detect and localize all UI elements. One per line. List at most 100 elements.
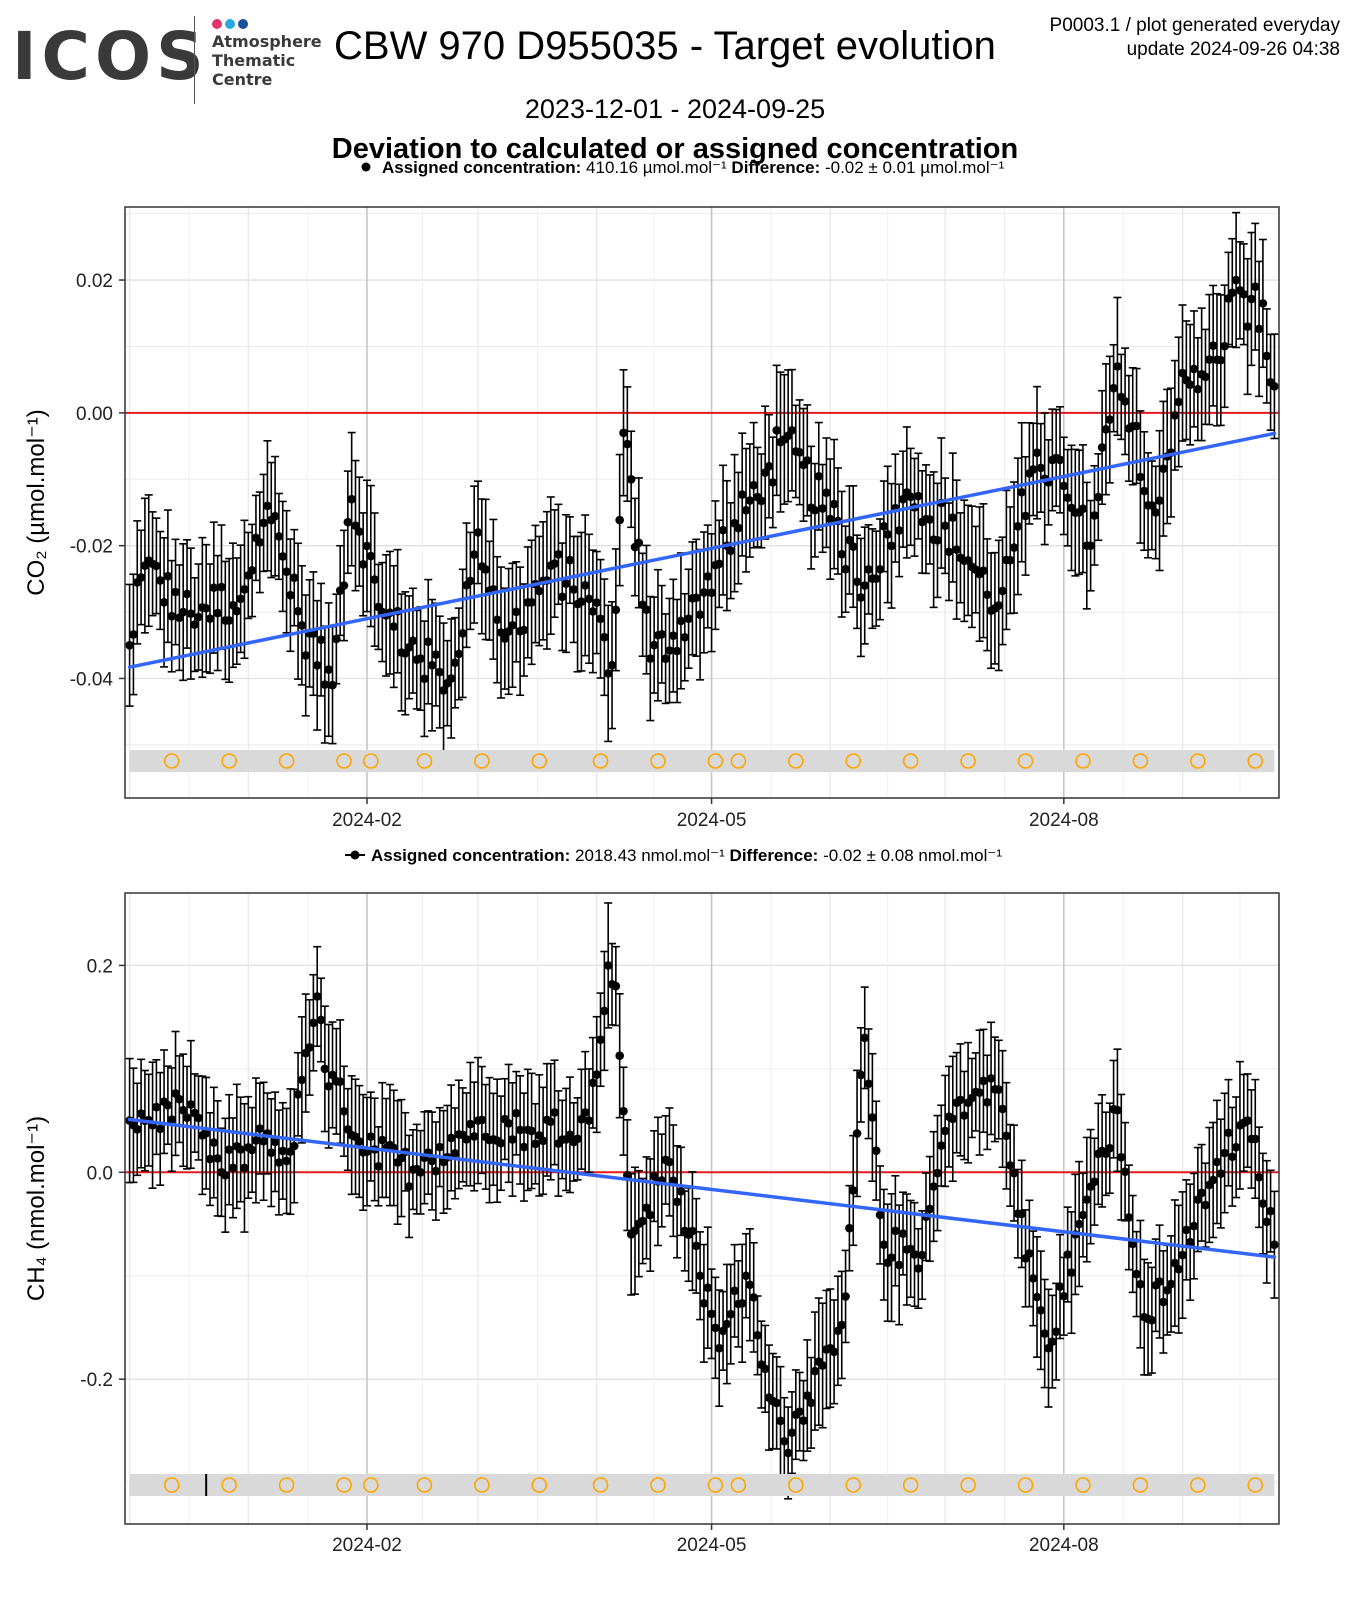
data-point-marker xyxy=(665,646,674,655)
data-point xyxy=(512,1070,521,1156)
data-point-marker xyxy=(714,559,724,569)
data-point xyxy=(270,1091,280,1193)
data-point xyxy=(1262,1159,1272,1284)
data-point xyxy=(416,1129,425,1215)
data-point-marker xyxy=(316,635,326,644)
data-point-marker xyxy=(446,674,456,683)
data-point xyxy=(684,568,693,669)
data-point-marker xyxy=(879,522,889,531)
data-point xyxy=(1174,336,1183,468)
data-point xyxy=(822,437,831,549)
calibration-marker xyxy=(960,753,976,769)
data-point-marker xyxy=(1017,487,1027,497)
data-point-marker xyxy=(266,1148,276,1157)
data-point-marker xyxy=(136,573,146,582)
data-point xyxy=(278,500,288,613)
data-point-marker xyxy=(182,589,192,599)
data-point xyxy=(688,1171,697,1292)
data-point xyxy=(841,1249,850,1344)
data-point xyxy=(550,1059,559,1166)
data-point-marker xyxy=(1136,1279,1145,1289)
data-point xyxy=(753,1295,762,1376)
data-point-marker xyxy=(1090,1177,1099,1186)
calibration-marker xyxy=(592,1477,609,1493)
data-point xyxy=(718,1290,728,1371)
data-point-marker xyxy=(1262,351,1272,361)
data-point-marker xyxy=(730,1286,739,1296)
data-point xyxy=(940,1074,950,1188)
data-point xyxy=(1243,257,1252,396)
data-point xyxy=(795,1371,804,1452)
data-point-marker xyxy=(435,667,445,677)
data-point xyxy=(527,539,536,666)
data-point xyxy=(335,544,345,637)
data-point-marker xyxy=(799,1416,808,1425)
data-point xyxy=(362,479,372,613)
data-point-marker xyxy=(864,1079,873,1089)
data-point-marker xyxy=(1162,1285,1172,1295)
data-point xyxy=(780,373,789,505)
calibration-marker xyxy=(278,1477,295,1493)
data-point xyxy=(450,616,460,709)
data-point xyxy=(1009,481,1019,614)
y-tick-label: -0.04 xyxy=(70,669,114,690)
data-point-marker xyxy=(1005,1161,1015,1170)
data-point-marker xyxy=(1055,455,1065,465)
data-point xyxy=(925,1155,935,1263)
data-point-marker xyxy=(221,1170,230,1180)
date-range: 2023-12-01 - 2024-09-25 xyxy=(524,94,826,124)
calibration-marker xyxy=(1190,753,1206,769)
data-point-marker xyxy=(787,425,797,435)
data-point xyxy=(446,618,456,739)
data-point xyxy=(948,452,958,583)
data-point-marker xyxy=(282,1156,291,1166)
data-point-marker xyxy=(240,585,249,594)
data-point-marker xyxy=(481,565,490,574)
data-point-marker xyxy=(270,1137,280,1147)
data-point xyxy=(462,522,471,649)
data-point-marker xyxy=(691,593,701,603)
data-point xyxy=(1105,1102,1115,1194)
data-point-marker xyxy=(1074,1219,1084,1229)
data-point-marker xyxy=(1227,1152,1237,1162)
data-point-marker xyxy=(848,1186,858,1195)
data-point-marker xyxy=(1193,384,1203,394)
data-point xyxy=(312,599,322,731)
data-point xyxy=(355,1084,364,1199)
data-point-marker xyxy=(458,629,468,638)
data-point xyxy=(1002,1081,1011,1190)
data-point-marker xyxy=(1021,511,1030,521)
data-point xyxy=(714,1289,724,1408)
data-point xyxy=(657,584,667,684)
calibration-marker xyxy=(592,753,609,769)
data-point xyxy=(209,521,219,654)
data-point-marker xyxy=(580,1108,590,1117)
logo-divider xyxy=(194,16,195,104)
logo-sub-line-2: Thematic xyxy=(212,51,296,70)
data-point-marker xyxy=(703,572,713,581)
data-point xyxy=(297,1016,307,1144)
data-point xyxy=(1040,1278,1049,1389)
data-point xyxy=(431,602,441,707)
data-point-marker xyxy=(1025,1249,1034,1258)
data-point-marker xyxy=(557,592,567,602)
data-point xyxy=(810,462,820,558)
data-point-marker xyxy=(236,594,245,604)
data-point-marker xyxy=(343,517,353,527)
data-point xyxy=(557,542,567,652)
data-point-marker xyxy=(1105,1143,1115,1153)
data-point-marker xyxy=(925,515,935,524)
data-point-marker xyxy=(760,1364,770,1374)
data-point-marker xyxy=(374,1162,383,1171)
data-point xyxy=(1193,1146,1203,1253)
data-point xyxy=(1170,359,1180,471)
data-point-marker xyxy=(933,536,942,545)
data-point-marker xyxy=(454,649,464,659)
data-point-marker xyxy=(875,1210,885,1220)
data-point-marker xyxy=(201,603,211,613)
data-point-marker xyxy=(129,630,138,639)
data-point-marker xyxy=(611,605,621,615)
calibration-marker xyxy=(788,753,804,769)
data-point-marker xyxy=(550,1108,559,1117)
data-point xyxy=(458,568,468,699)
